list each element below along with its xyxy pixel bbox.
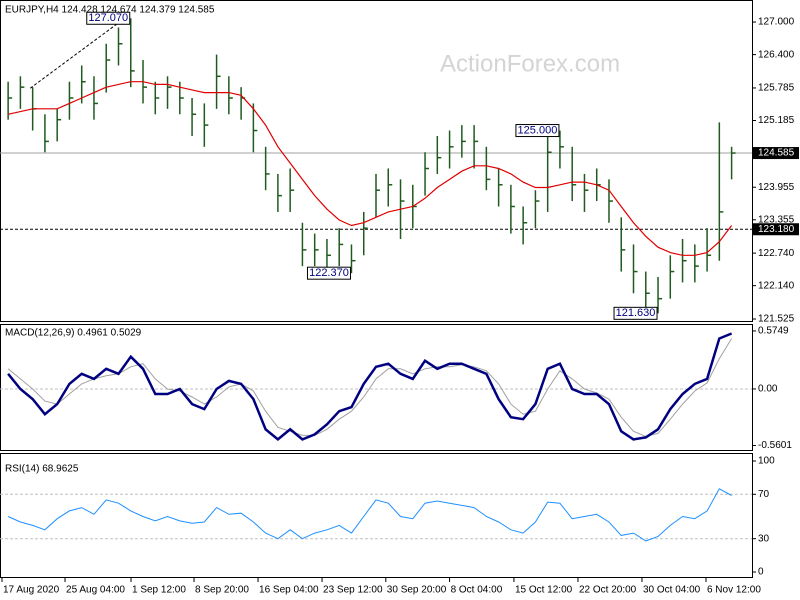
- y-tick-label: 123.355: [758, 214, 795, 225]
- level-label: 124.585: [758, 148, 795, 159]
- y-tick-label: 122.140: [758, 280, 795, 291]
- y-tick-label: 0.5749: [758, 326, 789, 337]
- x-tick-label: 1 Sep 12:00: [132, 585, 186, 596]
- x-tick-label: 22 Oct 20:00: [579, 585, 637, 596]
- x-tick-label: 30 Oct 04:00: [643, 585, 701, 596]
- y-tick-label: -0.5601: [758, 440, 792, 451]
- panel-title: EURJPY,H4 124.428 124.674 124.379 124.58…: [5, 5, 215, 16]
- level-label: 123.180: [758, 224, 795, 235]
- x-tick-label: 30 Sep 20:00: [387, 585, 447, 596]
- x-tick-label: 8 Oct 04:00: [451, 585, 503, 596]
- annotation-label: 127.070: [88, 12, 128, 24]
- annotation-label: 121.630: [616, 307, 656, 319]
- y-tick-label: 122.740: [758, 248, 795, 259]
- price-panel: [0, 0, 753, 322]
- watermark: ActionForex.com: [440, 50, 620, 77]
- annotation-label: 125.000: [518, 124, 558, 136]
- x-tick-label: 15 Oct 12:00: [515, 585, 573, 596]
- y-tick-label: 121.525: [758, 314, 795, 325]
- rsi-panel: [0, 453, 753, 578]
- panel-title: RSI(14) 68.9625: [5, 464, 79, 475]
- level-label-box: [753, 223, 799, 236]
- level-label-box: [753, 147, 799, 160]
- macd-panel: [0, 324, 753, 451]
- panel-title: MACD(12,26,9) 0.4961 0.5029: [5, 328, 142, 339]
- indicator-line: [7, 338, 733, 437]
- trend-line: [29, 17, 125, 89]
- indicator-line: [7, 488, 732, 542]
- y-tick-label: 70: [758, 489, 770, 500]
- x-tick-label: 8 Sep 20:00: [195, 585, 249, 596]
- x-tick-label: 6 Nov 12:00: [707, 585, 761, 596]
- x-tick-label: 25 Aug 04:00: [66, 585, 125, 596]
- annotation-box: [86, 11, 131, 25]
- y-tick-label: 125.185: [758, 115, 795, 126]
- moving-average: [7, 81, 733, 256]
- y-tick-label: 30: [758, 533, 770, 544]
- x-tick-label: 16 Sep 04:00: [259, 585, 319, 596]
- y-tick-label: 123.955: [758, 182, 795, 193]
- indicator-line: [7, 332, 733, 442]
- annotation-label: 122.370: [309, 267, 349, 279]
- y-tick-label: 126.400: [758, 49, 795, 60]
- annotation-box: [515, 124, 560, 138]
- annotation-box: [306, 266, 351, 280]
- y-tick-label: 125.785: [758, 83, 795, 94]
- y-tick-label: 0: [758, 567, 764, 578]
- annotation-box: [613, 306, 658, 320]
- y-tick-label: 127.000: [758, 17, 795, 28]
- x-tick-label: 23 Sep 12:00: [323, 585, 383, 596]
- x-tick-label: 17 Aug 2020: [3, 585, 60, 596]
- y-tick-label: 100: [758, 456, 775, 467]
- y-tick-label: 0.00: [758, 384, 778, 395]
